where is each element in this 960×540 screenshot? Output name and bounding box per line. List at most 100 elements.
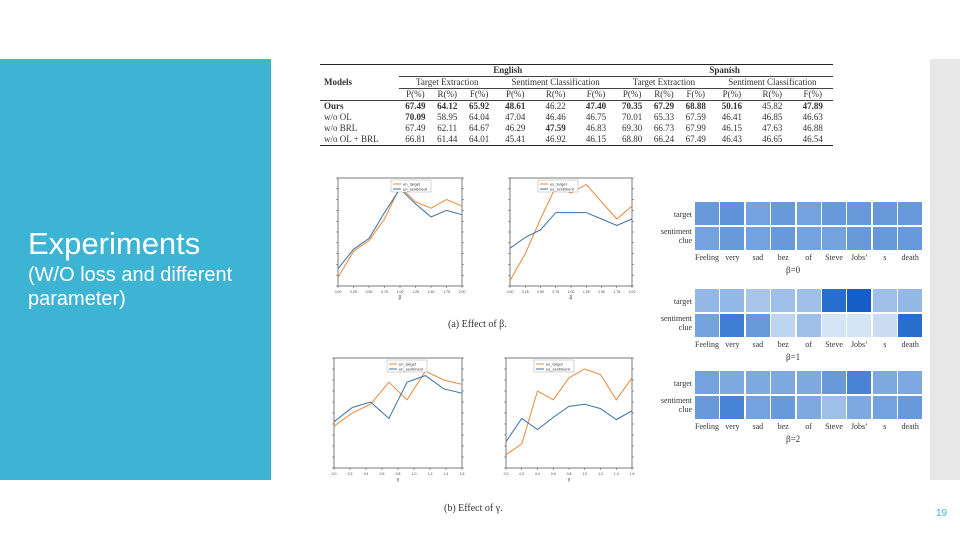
table-cell: 46.41 <box>721 112 743 122</box>
heatmap-cell <box>872 371 897 394</box>
heatmap-x-label: very <box>725 253 740 262</box>
x-tick-label: 1.0 <box>582 472 587 476</box>
legend-label: es_sentiment <box>546 367 571 372</box>
x-axis-label: β <box>399 295 402 300</box>
series-line-es_sentiment <box>509 212 633 249</box>
heatmap-x-label: s <box>883 253 887 262</box>
x-tick-label: 1.4 <box>614 472 619 476</box>
table-cell: 66.73 <box>653 123 675 133</box>
x-tick-label: 0.2 <box>348 472 353 476</box>
table-cell: 70.35 <box>621 101 643 111</box>
heatmap-cell <box>720 314 745 337</box>
heatmap-cell <box>695 227 719 250</box>
x-tick-label: 1.25 <box>412 290 419 294</box>
heatmap-cell <box>720 396 745 419</box>
heatmap-row-label: sentiment clue <box>660 314 692 332</box>
lang-header-spanish: Spanish <box>616 64 833 77</box>
table-cell: 67.49 <box>405 123 426 133</box>
heatmap-cell <box>771 396 796 419</box>
table-cell: 70.01 <box>621 112 643 122</box>
heatmap-cell <box>745 289 770 312</box>
table-cell: 46.75 <box>585 112 607 122</box>
heatmap-x-label: bez <box>777 422 789 431</box>
x-tick-label: 0.75 <box>552 290 559 294</box>
table-cell: 64.04 <box>468 112 490 122</box>
slide-title: Experiments <box>28 226 201 261</box>
heatmap-cell <box>745 314 770 337</box>
heatmap-x-label: Feeling <box>695 422 719 431</box>
task-header: Sentiment Classification <box>711 76 833 89</box>
heatmap-cell <box>745 396 770 419</box>
heatmap-x-label: Steve <box>825 340 843 349</box>
task-header: Target Extraction <box>616 76 712 89</box>
x-tick-label: 1.6 <box>460 472 465 476</box>
heatmap-cell <box>720 289 745 312</box>
heatmap-cell <box>796 227 821 250</box>
heatmap-x-label: of <box>805 253 812 262</box>
metric-header: R(%) <box>752 88 793 101</box>
heatmap-cell <box>695 396 719 419</box>
x-tick-label: 1.50 <box>428 290 435 294</box>
heatmap-caption: β=0 <box>786 265 801 275</box>
series-line-en_target <box>337 185 463 278</box>
x-tick-label: 0.00 <box>507 290 514 294</box>
series-line-en_sentiment <box>333 375 463 423</box>
heatmap-cell <box>695 202 719 225</box>
legend-label: es_target <box>546 362 564 367</box>
x-tick-label: 1.0 <box>412 472 417 476</box>
heatmap-cell <box>847 314 872 337</box>
metric-header: P(%) <box>616 88 649 101</box>
heatmap-cell <box>898 227 923 250</box>
series-line-es_sentiment <box>505 403 633 442</box>
table-cell: 46.15 <box>721 123 743 133</box>
x-axis-label: γ <box>397 477 400 482</box>
series-line-es_target <box>509 183 633 281</box>
heatmap-cell <box>771 371 796 394</box>
page-number: 19 <box>936 508 948 519</box>
table-cell: 46.15 <box>575 134 617 146</box>
heatmap-x-label: Jobs’ <box>850 253 868 262</box>
heatmap-cell <box>822 371 846 394</box>
heatmap-cell <box>771 227 796 250</box>
heatmap-cell <box>872 314 897 337</box>
heatmap-x-label: s <box>883 422 887 431</box>
heatmap-x-label: death <box>901 422 919 431</box>
table-row: w/o OL + BRL 66.81 61.44 64.01 45.41 46.92 46.… <box>320 134 833 146</box>
heatmap-cell <box>720 202 745 225</box>
heatmap-cell <box>872 289 897 312</box>
legend-label: en_sentiment <box>403 187 428 192</box>
table-cell: 46.22 <box>545 101 566 111</box>
heatmap-cell <box>847 202 872 225</box>
table-cell: 70.09 <box>405 112 426 122</box>
table-cell: 46.83 <box>585 123 607 133</box>
table-cell: 46.65 <box>752 134 793 146</box>
x-tick-label: 0.25 <box>522 290 529 294</box>
table-cell: 48.61 <box>505 101 526 111</box>
caption-beta: (a) Effect of β. <box>448 319 507 330</box>
results-table: Models English Spanish Target Extraction… <box>320 64 833 146</box>
heatmap-cell <box>847 371 872 394</box>
series-line-es_target <box>505 368 633 456</box>
table-cell: 46.29 <box>505 123 526 133</box>
heatmap-x-label: sad <box>752 253 764 262</box>
lang-header-english: English <box>399 64 617 77</box>
x-tick-label: 1.25 <box>583 290 590 294</box>
heatmap-cell <box>898 314 923 337</box>
table-cell: 64.67 <box>468 123 490 133</box>
attention-heatmap-beta2: target sentiment clue Feeling very sad bez of S… <box>650 369 923 449</box>
table-cell: 68.80 <box>616 134 649 146</box>
heatmap-x-label: of <box>805 422 812 431</box>
heatmap-caption: β=1 <box>786 352 801 362</box>
table-cell: 47.40 <box>585 101 607 111</box>
heatmap-x-label: sad <box>752 422 764 431</box>
x-axis-label: γ <box>568 477 571 482</box>
table-cell: 47.04 <box>505 112 526 122</box>
heatmap-x-label: death <box>901 253 919 262</box>
legend-label: en_sentiment <box>399 367 424 372</box>
caption-gamma: (b) Effect of γ. <box>444 503 503 514</box>
legend-label: es_sentiment <box>550 187 575 192</box>
table-cell: 67.29 <box>653 101 675 111</box>
table-cell: 45.41 <box>495 134 536 146</box>
heatmap-cell <box>822 202 846 225</box>
x-tick-label: 0.8 <box>567 472 572 476</box>
